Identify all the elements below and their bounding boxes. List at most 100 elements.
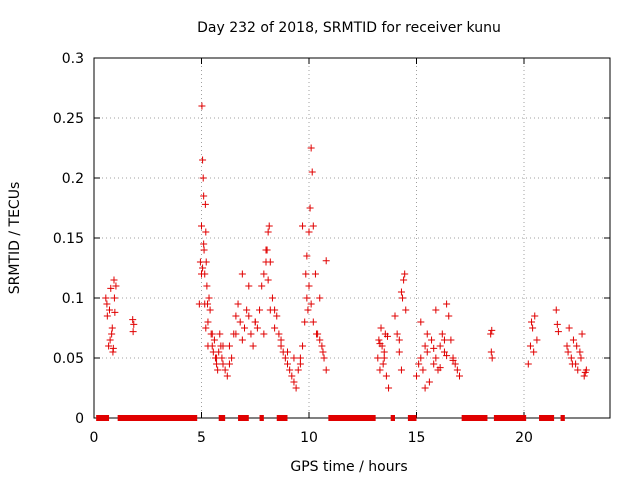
data-point: [453, 366, 461, 374]
data-point: [430, 360, 438, 368]
y-tick-label: 0.2: [62, 171, 84, 187]
data-point: [219, 360, 227, 368]
data-point: [391, 312, 399, 320]
data-point: [213, 360, 221, 368]
data-point: [451, 360, 459, 368]
data-point: [449, 356, 457, 364]
data-point: [440, 336, 448, 344]
data-point: [102, 294, 110, 302]
data-point: [309, 318, 317, 326]
data-point: [199, 174, 207, 182]
zero-value-cluster: [117, 415, 198, 421]
data-point: [309, 222, 317, 230]
data-point: [294, 366, 302, 374]
data-point: [382, 372, 390, 380]
data-point: [245, 312, 253, 320]
data-point: [107, 284, 115, 292]
data-point: [307, 300, 315, 308]
data-point: [277, 336, 285, 344]
zero-value-cluster: [276, 415, 288, 421]
data-point: [318, 342, 326, 350]
zero-value-cluster: [96, 415, 110, 421]
zero-value-cluster: [539, 415, 555, 421]
data-point: [305, 282, 313, 290]
data-point: [202, 324, 210, 332]
data-point: [214, 366, 222, 374]
data-point: [395, 336, 403, 344]
data-point: [205, 294, 213, 302]
data-point: [447, 336, 455, 344]
data-point: [397, 366, 405, 374]
data-points: [96, 102, 590, 421]
data-point: [264, 228, 272, 236]
data-point: [232, 330, 240, 338]
data-point: [573, 342, 581, 350]
data-point: [421, 342, 429, 350]
data-point: [290, 354, 298, 362]
data-point: [383, 332, 391, 340]
data-point: [245, 282, 253, 290]
data-point: [313, 330, 321, 338]
data-point: [277, 342, 285, 350]
data-point: [488, 326, 496, 334]
data-point: [581, 368, 589, 376]
data-point: [216, 330, 224, 338]
data-point: [200, 192, 208, 200]
data-point: [304, 306, 312, 314]
data-point: [428, 336, 436, 344]
data-point: [260, 330, 268, 338]
data-point: [110, 276, 118, 284]
y-axis-label: SRMTID / TECUs: [7, 182, 23, 295]
data-point: [286, 366, 294, 374]
data-point: [260, 270, 268, 278]
data-point: [103, 300, 111, 308]
data-point: [112, 282, 120, 290]
data-point: [316, 294, 324, 302]
data-point: [225, 342, 233, 350]
data-point: [421, 384, 429, 392]
data-point: [415, 360, 423, 368]
data-point: [380, 354, 388, 362]
data-point: [202, 228, 210, 236]
data-point: [266, 258, 274, 266]
data-point: [395, 348, 403, 356]
x-tick-label: 15: [408, 430, 426, 446]
data-point: [578, 330, 586, 338]
data-point: [380, 348, 388, 356]
data-point: [487, 348, 495, 356]
y-tick-label: 0: [75, 411, 84, 427]
data-point: [445, 312, 453, 320]
data-point: [311, 270, 319, 278]
data-point: [266, 306, 274, 314]
plot-frame: [93, 57, 611, 419]
data-point: [530, 348, 538, 356]
data-point: [419, 366, 427, 374]
data-point: [109, 344, 117, 352]
data-point: [320, 354, 328, 362]
data-point: [377, 324, 385, 332]
data-point: [552, 306, 560, 314]
data-point: [221, 366, 229, 374]
data-point: [262, 246, 270, 254]
data-point: [105, 342, 113, 350]
zero-value-cluster: [493, 415, 527, 421]
data-point: [238, 336, 246, 344]
data-point: [299, 342, 307, 350]
data-point: [243, 306, 251, 314]
data-point: [236, 318, 244, 326]
data-point: [413, 372, 420, 380]
zero-value-cluster: [238, 415, 249, 421]
data-point: [268, 294, 276, 302]
data-point: [374, 354, 382, 362]
data-point: [251, 318, 259, 326]
data-point: [199, 156, 207, 164]
data-point: [204, 342, 212, 350]
zero-value-cluster: [259, 415, 264, 421]
data-point: [225, 360, 233, 368]
data-point: [110, 294, 118, 302]
data-point: [436, 364, 444, 372]
data-point: [417, 318, 425, 326]
data-point: [316, 336, 324, 344]
data-point: [528, 318, 536, 326]
data-point: [238, 270, 246, 278]
